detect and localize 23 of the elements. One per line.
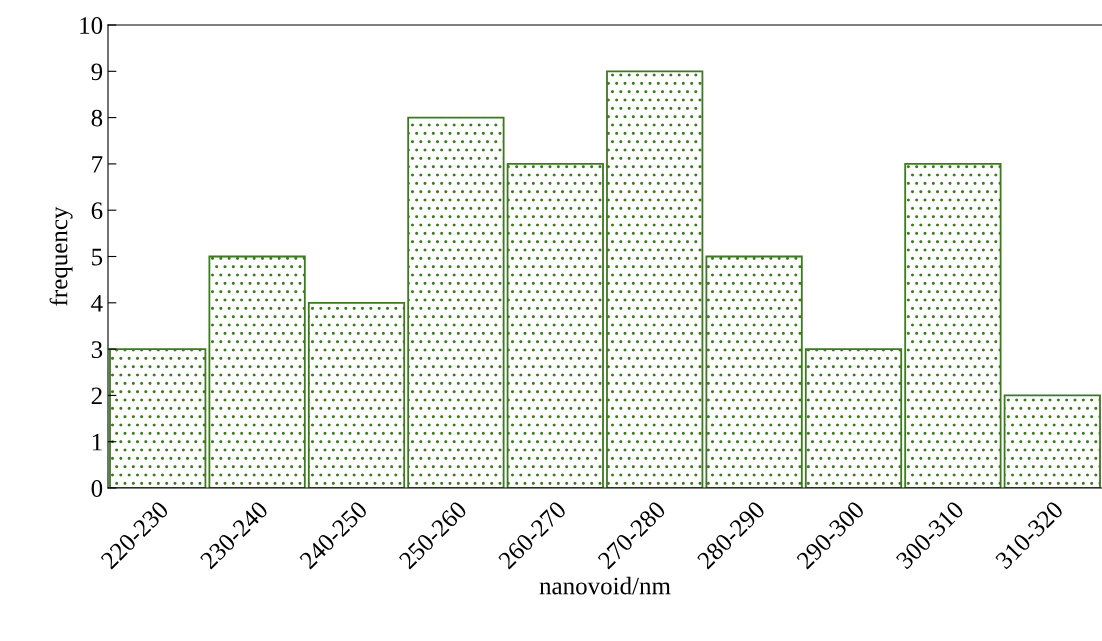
bar bbox=[506, 162, 604, 488]
bar bbox=[407, 116, 505, 488]
y-tick-label: 5 bbox=[92, 248, 103, 266]
bar bbox=[208, 255, 306, 488]
y-tick-label: 4 bbox=[91, 295, 103, 312]
y-tick-label: 0 bbox=[91, 480, 103, 497]
bar bbox=[1003, 394, 1101, 488]
y-tick-label: 9 bbox=[91, 63, 103, 81]
bar bbox=[804, 348, 903, 488]
y-tick-label: 3 bbox=[91, 341, 103, 359]
y-tick-label: 2 bbox=[91, 387, 102, 405]
bar bbox=[109, 348, 207, 488]
y-tick-label: 6 bbox=[91, 202, 103, 220]
bar bbox=[904, 162, 1002, 488]
bar bbox=[307, 301, 406, 488]
bar bbox=[705, 255, 803, 488]
y-tick-label: 8 bbox=[91, 109, 103, 127]
x-axis-title: nanovoid/nm bbox=[539, 576, 671, 595]
y-tick-label: 7 bbox=[92, 156, 103, 173]
y-axis-title: frequency bbox=[49, 206, 73, 306]
bar bbox=[606, 70, 704, 488]
y-tick-label: 1 bbox=[92, 433, 102, 451]
y-tick-label: 10 bbox=[80, 17, 103, 34]
